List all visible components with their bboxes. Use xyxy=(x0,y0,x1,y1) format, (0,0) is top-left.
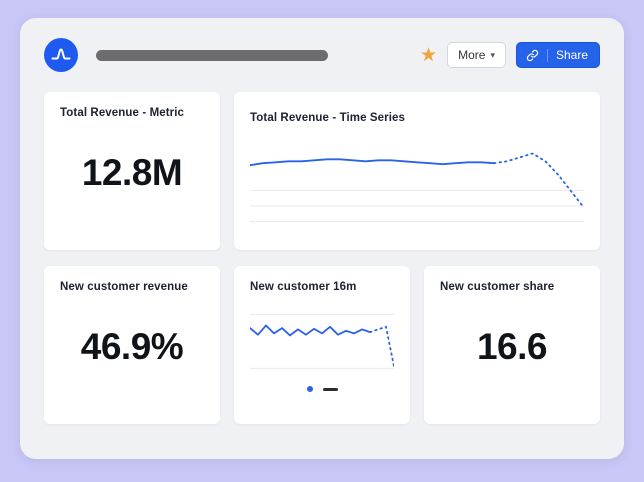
pager-dot-icon[interactable] xyxy=(306,386,313,392)
total-revenue-line-chart[interactable] xyxy=(250,138,584,235)
card-title: Total Revenue - Metric xyxy=(60,107,185,119)
metric-value: 46.9% xyxy=(80,326,184,367)
new-customer-line-chart[interactable] xyxy=(250,307,394,373)
more-button-label: More xyxy=(458,48,486,62)
share-button-label: Share xyxy=(555,48,588,62)
amplitude-logo[interactable] xyxy=(44,38,78,72)
top-bar-actions: ★ More ▾ Share xyxy=(420,42,600,68)
pager-dash-icon[interactable] xyxy=(322,387,338,391)
dashboard-panel: ★ More ▾ Share Total Revenue - Metric xyxy=(20,18,624,459)
card-new-customer-revenue[interactable]: New customer revenue 46.9% xyxy=(44,266,220,424)
metric-value: 12.8M xyxy=(81,152,183,193)
card-title: New customer 16m xyxy=(250,281,357,293)
more-button[interactable]: More ▾ xyxy=(447,42,506,68)
chevron-down-icon: ▾ xyxy=(490,49,495,60)
top-bar: ★ More ▾ Share xyxy=(44,38,600,72)
card-total-revenue-metric[interactable]: Total Revenue - Metric 12.8M xyxy=(44,92,220,250)
card-title: New customer share xyxy=(440,281,555,293)
carousel-pager xyxy=(250,385,394,393)
dashboard-title-placeholder xyxy=(96,49,328,61)
link-icon xyxy=(526,48,548,62)
card-new-customer-16m[interactable]: New customer 16m xyxy=(234,266,410,424)
card-total-revenue-time-series[interactable]: Total Revenue - Time Series xyxy=(234,92,600,250)
share-button[interactable]: Share xyxy=(515,42,600,68)
favorite-star-icon[interactable]: ★ xyxy=(420,44,438,66)
amplitude-wave-icon xyxy=(51,48,71,60)
card-title: New customer revenue xyxy=(60,281,188,293)
card-new-customer-share[interactable]: New customer share 16.6 xyxy=(424,266,600,424)
metric-value: 16.6 xyxy=(476,326,548,367)
dashboard-grid: Total Revenue - Metric 12.8M Total Reven… xyxy=(44,92,600,424)
card-title: Total Revenue - Time Series xyxy=(250,112,406,124)
